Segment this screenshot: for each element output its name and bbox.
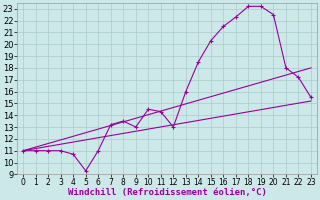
X-axis label: Windchill (Refroidissement éolien,°C): Windchill (Refroidissement éolien,°C) [68,188,267,197]
